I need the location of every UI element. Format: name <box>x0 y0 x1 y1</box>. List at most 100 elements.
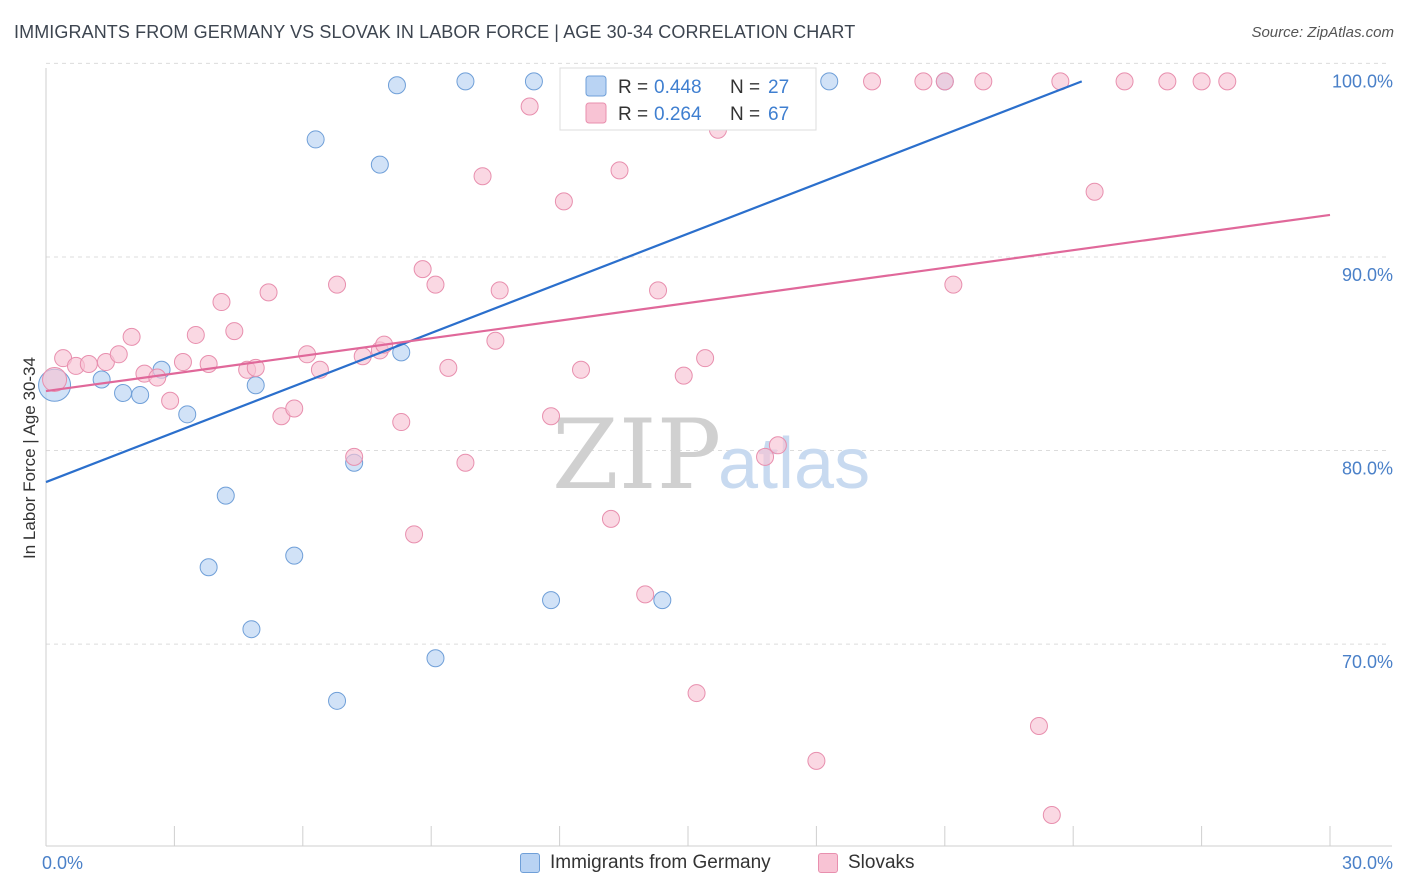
watermark: ZIP atlas <box>552 399 870 511</box>
slovaks-point <box>756 447 775 466</box>
x-tick-label-min: 0.0% <box>42 853 83 873</box>
x-tick-label-max: 30.0% <box>1342 853 1393 873</box>
slovaks-point <box>1158 72 1177 91</box>
legend-n-value-slovaks: 67 <box>768 104 789 125</box>
slovaks-point <box>542 407 561 426</box>
germany-point <box>456 72 475 91</box>
slovaks-point <box>259 283 278 302</box>
slovaks-point <box>109 345 128 364</box>
slovaks-point <box>490 281 509 300</box>
germany-point <box>426 649 445 668</box>
slovaks-point <box>439 358 458 377</box>
slovaks-point <box>610 161 629 180</box>
slovaks-point <box>636 585 655 604</box>
slovaks-point <box>1085 182 1104 201</box>
slovaks-point <box>944 275 963 294</box>
germany-point <box>653 591 672 610</box>
slovaks-point <box>79 354 98 373</box>
slovaks-trend-line <box>45 213 1331 393</box>
slovaks-point <box>392 413 411 432</box>
legend-r-label-germany: R = <box>618 77 648 98</box>
watermark-zip: ZIP <box>552 399 721 511</box>
slovaks-point <box>161 391 180 410</box>
slovaks-point <box>456 453 475 472</box>
y-tick-label: 90.0% <box>1342 265 1393 285</box>
legend-box: R = 0.448 N = 27 R = 0.264 N = 67 <box>559 67 817 131</box>
legend-r-value-slovaks: 0.264 <box>654 104 702 125</box>
y-tick-label: 70.0% <box>1342 652 1393 672</box>
legend-r-value-germany: 0.448 <box>654 77 702 98</box>
legend-n-label-germany: N = <box>730 77 760 98</box>
legend-swatch-slovaks <box>585 102 607 124</box>
slovaks-point <box>405 525 424 544</box>
slovaks-point <box>1115 72 1134 91</box>
germany-point <box>92 370 111 389</box>
gridlines <box>46 62 1390 645</box>
slovaks-point <box>674 366 693 385</box>
slovaks-point <box>1029 716 1048 735</box>
slovaks-point <box>345 447 364 466</box>
slovaks-point <box>173 353 192 372</box>
chart-source: Source: ZipAtlas.com <box>1251 24 1394 41</box>
slovaks-point <box>554 192 573 211</box>
chart-title: IMMIGRANTS FROM GERMANY VS SLOVAK IN LAB… <box>14 22 856 42</box>
legend-n-value-germany: 27 <box>768 77 789 98</box>
germany-point <box>524 72 543 91</box>
slovaks-point <box>935 72 954 91</box>
slovaks-point <box>863 72 882 91</box>
germany-point <box>216 486 235 505</box>
slovaks-point <box>486 331 505 350</box>
slovaks-point <box>696 349 715 368</box>
germany-point <box>131 385 150 404</box>
slovaks-point <box>473 167 492 186</box>
slovaks-point <box>1192 72 1211 91</box>
axes <box>45 68 1392 847</box>
slovaks-point <box>426 275 445 294</box>
germany-point <box>370 155 389 174</box>
x-tick-labels: 0.0% 30.0% <box>42 853 1393 873</box>
slovaks-point <box>413 260 432 279</box>
slovaks-point <box>225 322 244 341</box>
legend-swatch-germany-bottom <box>520 853 540 873</box>
germany-point <box>114 384 133 403</box>
legend-swatch-germany <box>585 75 607 97</box>
legend-item-slovaks[interactable]: Slovaks <box>818 852 915 874</box>
legend-swatch-slovaks-bottom <box>818 853 838 873</box>
slovaks-point <box>186 325 205 344</box>
legend-label-germany: Immigrants from Germany <box>550 852 771 873</box>
slovaks-point <box>1218 72 1237 91</box>
series-legend: Immigrants from Germany Slovaks <box>0 852 1406 878</box>
germany-point <box>387 76 406 95</box>
slovaks-point <box>1042 806 1061 825</box>
germany-point <box>820 72 839 91</box>
germany-point <box>178 405 197 424</box>
slovaks-point <box>974 72 993 91</box>
watermark-atlas: atlas <box>718 424 870 504</box>
slovaks-point <box>122 327 141 346</box>
germany-trend-line <box>45 80 1083 484</box>
germany-point <box>242 620 261 639</box>
slovaks-point <box>807 751 826 770</box>
germany-point <box>246 376 265 395</box>
legend-r-label-slovaks: R = <box>618 104 648 125</box>
germany-point <box>285 546 304 565</box>
slovaks-point <box>768 436 787 455</box>
germany-point <box>306 130 325 149</box>
slovaks-point <box>328 275 347 294</box>
slovaks-point <box>649 281 668 300</box>
slovaks-point <box>285 399 304 418</box>
germany-point <box>199 558 218 577</box>
legend-n-label-slovaks: N = <box>730 104 760 125</box>
trend-lines <box>45 80 1331 484</box>
y-tick-label: 80.0% <box>1342 459 1393 479</box>
slovaks-point <box>520 97 539 116</box>
slovaks-point <box>572 360 590 379</box>
legend-item-germany[interactable]: Immigrants from Germany <box>520 852 771 874</box>
slovaks-point <box>914 72 933 91</box>
germany-point <box>328 691 347 710</box>
slovaks-point <box>687 684 706 703</box>
y-tick-labels: 100.0% 90.0% 80.0% 70.0% <box>1332 71 1393 672</box>
slovaks-point <box>42 366 68 392</box>
legend-label-slovaks: Slovaks <box>848 852 915 873</box>
